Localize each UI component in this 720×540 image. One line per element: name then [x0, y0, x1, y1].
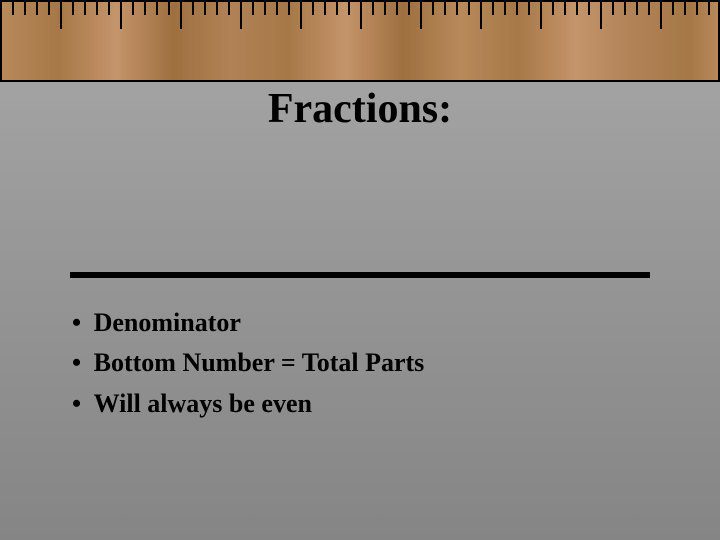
- bullet-item: Denominator: [72, 305, 424, 341]
- horizontal-divider: [70, 272, 650, 278]
- bullet-item: Will always be even: [72, 386, 424, 422]
- slide-title: Fractions:: [0, 85, 720, 133]
- ruler-image: [0, 0, 720, 82]
- bullet-list: Denominator Bottom Number = Total Parts …: [72, 305, 424, 426]
- bullet-item: Bottom Number = Total Parts: [72, 345, 424, 381]
